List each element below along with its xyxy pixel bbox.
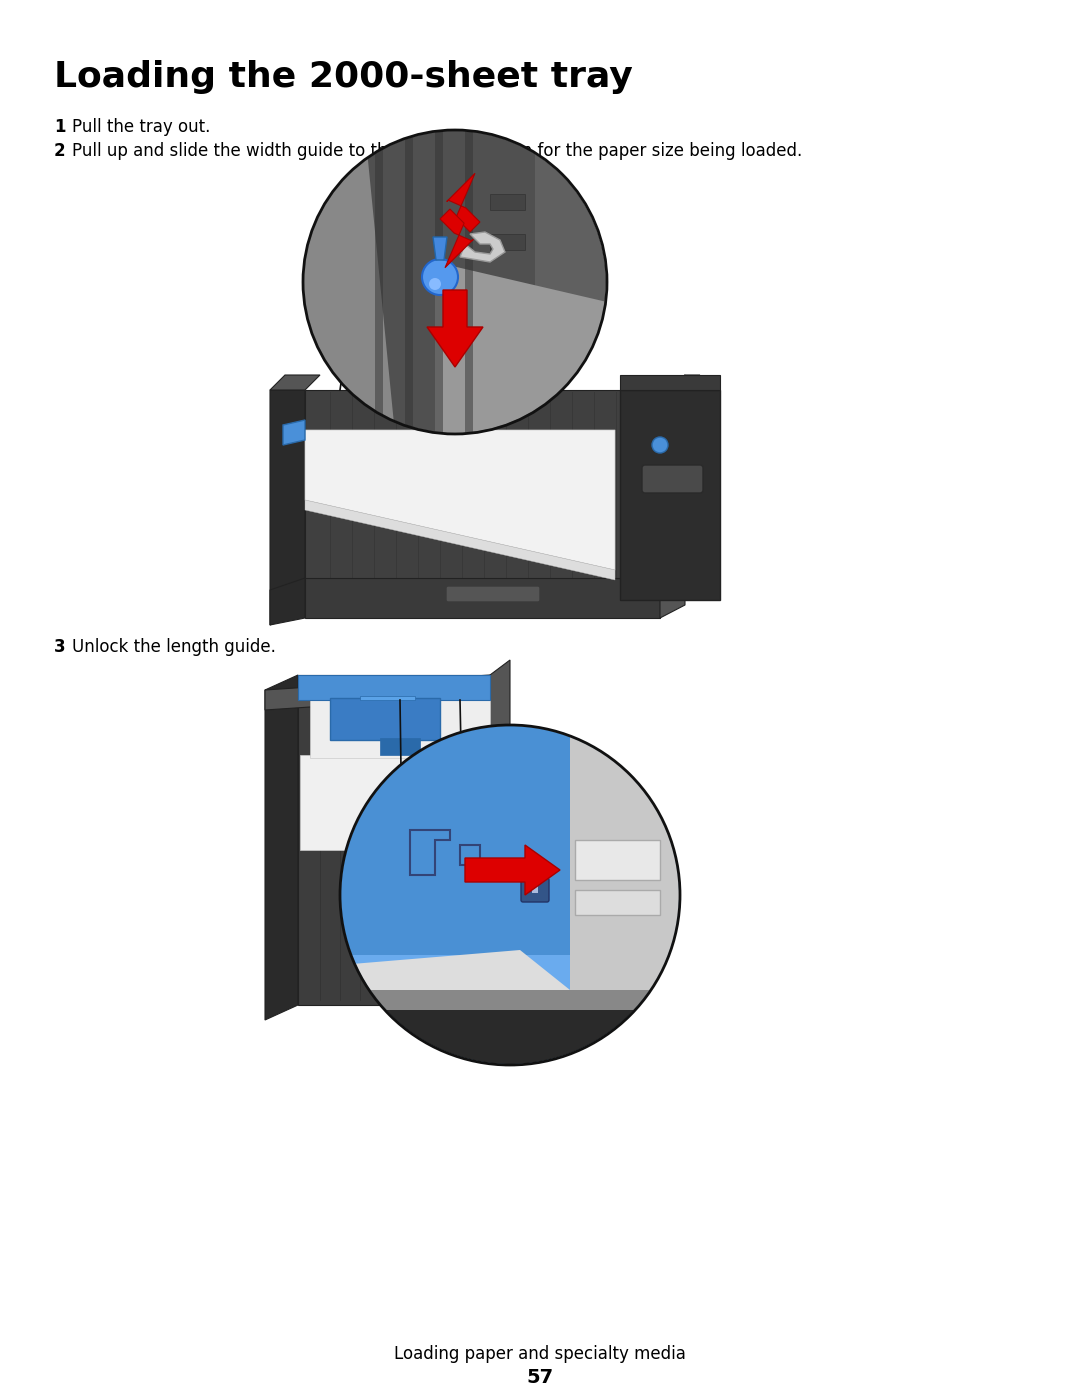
Polygon shape — [527, 870, 543, 893]
Polygon shape — [298, 675, 490, 1004]
Polygon shape — [340, 990, 680, 1010]
Polygon shape — [435, 263, 607, 434]
Text: 57: 57 — [526, 1368, 554, 1387]
Polygon shape — [460, 232, 505, 263]
Circle shape — [340, 725, 680, 1065]
Polygon shape — [305, 430, 615, 570]
Polygon shape — [440, 210, 473, 268]
Circle shape — [303, 130, 607, 434]
Polygon shape — [570, 725, 680, 990]
Polygon shape — [490, 194, 525, 210]
Text: Loading paper and specialty media: Loading paper and specialty media — [394, 1345, 686, 1363]
Polygon shape — [447, 173, 480, 232]
Polygon shape — [303, 130, 485, 434]
Polygon shape — [360, 696, 415, 700]
Polygon shape — [330, 698, 440, 740]
Polygon shape — [380, 738, 420, 754]
Text: 2: 2 — [54, 142, 66, 161]
Text: Loading the 2000-sheet tray: Loading the 2000-sheet tray — [54, 60, 633, 94]
Circle shape — [422, 258, 458, 295]
Polygon shape — [305, 500, 615, 580]
FancyBboxPatch shape — [521, 877, 549, 902]
Polygon shape — [303, 130, 607, 434]
Text: Unlock the length guide.: Unlock the length guide. — [72, 638, 275, 657]
Polygon shape — [620, 374, 720, 390]
Text: Pull up and slide the width guide to the correct position for the paper size bei: Pull up and slide the width guide to the… — [72, 142, 802, 161]
Polygon shape — [575, 890, 660, 915]
Polygon shape — [340, 950, 570, 990]
Polygon shape — [433, 237, 447, 260]
Polygon shape — [340, 725, 570, 990]
Polygon shape — [265, 675, 298, 1020]
FancyBboxPatch shape — [446, 585, 540, 602]
Polygon shape — [375, 130, 383, 434]
Polygon shape — [305, 578, 660, 617]
Polygon shape — [298, 675, 490, 700]
Polygon shape — [310, 685, 490, 759]
Circle shape — [429, 278, 441, 291]
Polygon shape — [340, 725, 680, 1065]
Polygon shape — [465, 130, 473, 434]
Polygon shape — [340, 956, 570, 990]
Polygon shape — [270, 390, 305, 624]
Polygon shape — [340, 1010, 680, 1065]
Polygon shape — [265, 675, 490, 710]
Text: 1: 1 — [54, 117, 66, 136]
Polygon shape — [270, 374, 320, 390]
Polygon shape — [660, 374, 700, 390]
Polygon shape — [283, 420, 305, 446]
Polygon shape — [465, 845, 561, 895]
Polygon shape — [620, 390, 720, 599]
Polygon shape — [575, 840, 660, 880]
Text: 3: 3 — [54, 638, 66, 657]
Circle shape — [652, 437, 669, 453]
Polygon shape — [305, 390, 660, 580]
Polygon shape — [405, 130, 413, 434]
Polygon shape — [270, 578, 305, 624]
Polygon shape — [660, 564, 685, 617]
Text: Pull the tray out.: Pull the tray out. — [72, 117, 211, 136]
Polygon shape — [435, 130, 443, 434]
Polygon shape — [490, 659, 510, 1004]
FancyBboxPatch shape — [642, 465, 703, 493]
Polygon shape — [427, 291, 483, 367]
Polygon shape — [365, 130, 535, 434]
Polygon shape — [490, 235, 525, 250]
Polygon shape — [660, 374, 685, 580]
Polygon shape — [300, 754, 488, 849]
